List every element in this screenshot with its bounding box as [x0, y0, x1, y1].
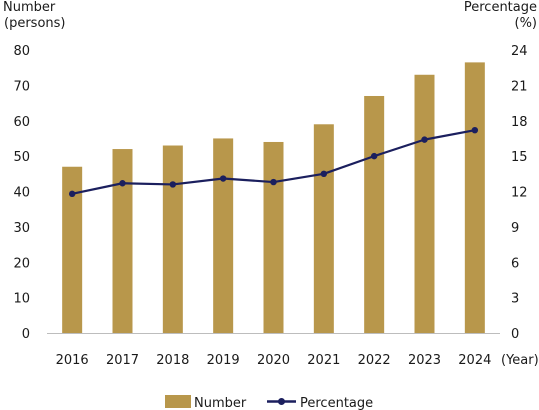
legend: Number Percentage	[165, 395, 373, 410]
bar	[263, 141, 284, 333]
percentage-point	[68, 190, 76, 198]
percentage-point	[471, 126, 479, 134]
x-axis: 2016 2017 2018 2019 2020 2021 2022 2023 2024	[56, 353, 492, 368]
right-tick-label: 21	[511, 79, 528, 94]
right-tick-label: 15	[511, 150, 528, 165]
line-series	[68, 126, 479, 198]
bar	[364, 95, 385, 333]
legend-percentage-marker	[278, 398, 285, 405]
right-tick-label: 6	[511, 256, 519, 271]
left-axis: 0 10 20 30 40 50 60 70 80	[13, 44, 30, 342]
bar	[464, 62, 485, 333]
x-tick-label: 2023	[408, 353, 441, 368]
right-tick-label: 3	[511, 292, 519, 307]
bar	[62, 166, 83, 333]
left-tick-label: 30	[13, 221, 30, 236]
percentage-point	[270, 178, 277, 186]
left-tick-label: 60	[13, 115, 30, 130]
left-axis-title-line2: (persons)	[4, 16, 65, 31]
left-axis-title-line1: Number	[3, 0, 56, 15]
legend-number-swatch	[165, 395, 191, 408]
x-tick-label: 2024	[458, 353, 491, 368]
right-tick-label: 12	[511, 186, 528, 201]
x-axis-unit-label: (Year)	[501, 353, 539, 368]
left-tick-label: 50	[13, 150, 30, 165]
x-tick-label: 2019	[207, 353, 240, 368]
left-tick-label: 80	[13, 44, 30, 59]
x-tick-label: 2016	[56, 353, 89, 368]
bar	[112, 149, 133, 333]
bar	[313, 124, 334, 333]
x-tick-label: 2018	[156, 353, 189, 368]
x-tick-label: 2022	[358, 353, 391, 368]
right-tick-label: 0	[511, 327, 519, 342]
percentage-point	[320, 170, 328, 178]
right-tick-label: 24	[511, 44, 528, 59]
legend-number-label: Number	[194, 396, 247, 410]
left-tick-label: 0	[22, 327, 30, 342]
percentage-point	[119, 180, 126, 187]
left-tick-label: 20	[13, 256, 30, 271]
right-tick-label: 18	[511, 115, 528, 130]
left-tick-label: 70	[13, 79, 30, 94]
percentage-point	[219, 175, 227, 182]
right-axis-title-line2: (%)	[515, 16, 538, 31]
x-tick-label: 2021	[307, 353, 340, 368]
x-tick-label: 2020	[257, 353, 290, 368]
right-tick-label: 9	[511, 221, 519, 236]
bar	[414, 74, 435, 333]
legend-percentage-label: Percentage	[300, 396, 373, 410]
left-tick-label: 10	[13, 292, 30, 307]
bar-series	[62, 62, 485, 333]
percentage-point	[370, 152, 378, 160]
percentage-point	[169, 181, 177, 188]
right-axis-title-line1: Percentage	[464, 0, 537, 15]
right-axis: 0 3 6 9 12 15 18 21 24	[511, 44, 528, 342]
left-tick-label: 40	[13, 186, 30, 201]
x-tick-label: 2017	[106, 353, 139, 368]
percentage-point	[421, 136, 428, 143]
bar	[213, 138, 234, 333]
bar	[162, 145, 183, 333]
